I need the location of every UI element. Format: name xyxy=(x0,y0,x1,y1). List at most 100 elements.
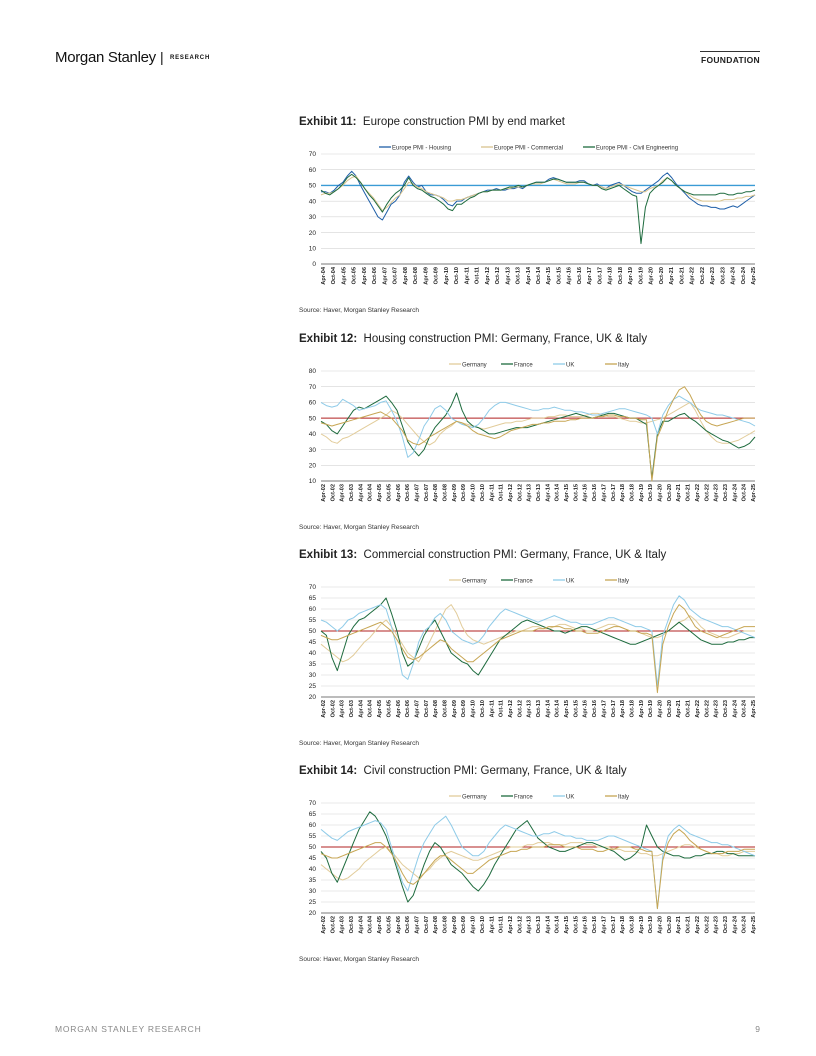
x-tick-label: Apr-15 xyxy=(546,267,552,285)
x-tick-label: Oct-15 xyxy=(573,700,579,717)
x-tick-label: Apr-22 xyxy=(695,916,701,934)
x-tick-label: Oct-15 xyxy=(556,267,562,284)
y-tick-label: 70 xyxy=(309,584,317,591)
x-tick-label: Oct-12 xyxy=(517,700,523,717)
x-tick-label: Apr-09 xyxy=(452,700,458,718)
series-line xyxy=(320,604,755,663)
x-tick-label: Oct-23 xyxy=(723,916,729,933)
legend-label: UK xyxy=(566,795,574,801)
legend-label: Germany xyxy=(462,795,487,801)
x-tick-label: Apr-10 xyxy=(471,700,477,718)
x-tick-label: Oct-12 xyxy=(495,267,501,284)
x-tick-label: Apr-18 xyxy=(620,700,626,718)
exhibit-title-text: Commercial construction PMI: Germany, Fr… xyxy=(363,549,667,561)
exhibit-title: Exhibit 13: Commercial construction PMI:… xyxy=(299,547,769,563)
legend-item: Europe PMI - Housing xyxy=(379,146,451,152)
x-tick-label: Apr-12 xyxy=(508,916,514,934)
brand-logo: Morgan Stanley xyxy=(55,49,156,66)
x-tick-label: Oct-06 xyxy=(405,916,411,933)
x-tick-label: Apr-10 xyxy=(471,484,477,502)
series-line xyxy=(320,604,755,694)
x-tick-label: Apr-24 xyxy=(732,483,738,502)
legend-label: France xyxy=(514,363,533,369)
legend-item: France xyxy=(501,795,533,801)
legend-item: Germany xyxy=(449,579,487,585)
legend-item: Italy xyxy=(605,579,629,585)
x-tick-label: Oct-17 xyxy=(611,916,617,933)
x-tick-label: Apr-21 xyxy=(669,267,675,285)
x-tick-label: Apr-18 xyxy=(620,916,626,934)
y-tick-label: 30 xyxy=(309,447,317,454)
x-tick-label: Oct-11 xyxy=(499,700,505,717)
legend-item: Europe PMI - Civil Engineering xyxy=(583,146,678,152)
series-line xyxy=(320,811,755,903)
x-tick-label: Apr-14 xyxy=(526,266,532,285)
x-tick-label: Apr-20 xyxy=(658,484,664,502)
exhibit-title: Exhibit 14: Civil construction PMI: Germ… xyxy=(299,763,769,779)
x-tick-label: Oct-24 xyxy=(741,266,747,284)
x-tick-label: Apr-19 xyxy=(628,267,634,285)
x-tick-label: Apr-05 xyxy=(377,484,383,502)
x-tick-label: Oct-13 xyxy=(536,700,542,717)
exhibit-13: Exhibit 13: Commercial construction PMI:… xyxy=(299,547,769,747)
exhibit-number: Exhibit 13: xyxy=(299,549,358,561)
legend-item: UK xyxy=(553,579,574,585)
x-tick-label: Oct-19 xyxy=(648,700,654,717)
x-tick-label: Apr-23 xyxy=(714,916,720,934)
y-tick-label: 50 xyxy=(309,183,317,190)
y-tick-label: 50 xyxy=(309,415,317,422)
legend-item: UK xyxy=(553,363,574,369)
x-tick-label: Oct-03 xyxy=(349,916,355,933)
exhibit-title: Exhibit 12: Housing construction PMI: Ge… xyxy=(299,331,769,347)
x-tick-label: Apr-03 xyxy=(340,916,346,934)
x-tick-label: Oct-03 xyxy=(349,700,355,717)
x-tick-label: Oct-15 xyxy=(573,484,579,501)
x-tick-label: Apr-11 xyxy=(464,267,470,284)
legend-item: France xyxy=(501,363,533,369)
legend-item: France xyxy=(501,579,533,585)
x-tick-label: Apr-09 xyxy=(423,267,429,285)
header-tag: FOUNDATION xyxy=(700,55,760,65)
x-tick-label: Oct-16 xyxy=(592,916,598,933)
x-tick-label: Apr-06 xyxy=(396,484,402,502)
x-tick-label: Apr-15 xyxy=(564,700,570,718)
x-tick-label: Apr-24 xyxy=(732,915,738,934)
legend-item: Italy xyxy=(605,363,629,369)
x-tick-label: Apr-04 xyxy=(321,266,327,285)
x-tick-label: Oct-06 xyxy=(405,484,411,501)
x-tick-label: Apr-07 xyxy=(382,267,388,285)
x-tick-label: Apr-09 xyxy=(452,916,458,934)
x-tick-label: Apr-15 xyxy=(564,484,570,502)
x-tick-label: Oct-14 xyxy=(555,699,561,717)
x-tick-label: Apr-22 xyxy=(690,267,696,285)
y-tick-label: 20 xyxy=(309,230,317,237)
series-line xyxy=(320,395,756,458)
x-tick-label: Oct-04 xyxy=(331,266,337,284)
exhibit-11: Exhibit 11: Europe construction PMI by e… xyxy=(299,114,769,314)
x-tick-label: Oct-14 xyxy=(536,266,542,284)
series-line xyxy=(320,173,756,245)
y-tick-label: 10 xyxy=(309,478,317,485)
y-tick-label: 0 xyxy=(312,261,316,268)
series-line xyxy=(320,597,755,676)
legend-label: France xyxy=(514,795,533,801)
x-tick-label: Oct-09 xyxy=(461,484,467,501)
x-tick-label: Apr-08 xyxy=(403,267,409,285)
exhibit-source: Source: Haver, Morgan Stanley Research xyxy=(299,524,419,531)
x-tick-label: Apr-04 xyxy=(358,483,364,502)
y-tick-label: 55 xyxy=(309,617,317,624)
x-tick-label: Apr-24 xyxy=(732,699,738,718)
x-tick-label: Apr-19 xyxy=(639,700,645,718)
exhibit-title-text: Housing construction PMI: Germany, Franc… xyxy=(363,333,648,345)
brand-separator: | xyxy=(160,49,164,65)
y-tick-label: 55 xyxy=(309,833,317,840)
x-tick-label: Apr-02 xyxy=(321,484,327,502)
y-tick-label: 60 xyxy=(309,822,317,829)
x-tick-label: Oct-10 xyxy=(480,484,486,501)
x-tick-label: Apr-25 xyxy=(751,700,757,718)
exhibit-number: Exhibit 14: xyxy=(299,765,358,777)
x-tick-label: Oct-02 xyxy=(330,484,336,501)
x-tick-label: Oct-08 xyxy=(443,484,449,501)
x-tick-label: Apr-16 xyxy=(567,267,573,285)
y-tick-label: 25 xyxy=(309,683,317,690)
